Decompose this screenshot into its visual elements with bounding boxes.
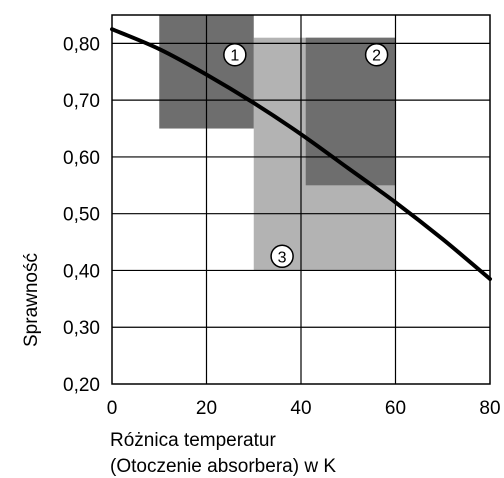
y-tick-label: 0,40 <box>63 261 100 282</box>
x-tick-label: 40 <box>290 398 311 419</box>
region-label-circle-3 <box>270 244 294 269</box>
y-axis-label: Sprawność <box>21 253 42 347</box>
y-tick-label: 0,50 <box>63 205 100 226</box>
y-tick-labels: 0,20 0,30 0,40 0,50 0,60 0,70 0,80 <box>63 34 100 396</box>
x-axis-label-line-2: (Otoczenie absorbera) w K <box>110 456 336 477</box>
x-tick-labels: 0 20 40 60 80 <box>107 398 501 419</box>
series-layer <box>110 27 492 281</box>
region-labels-layer: 3 1 2 <box>223 42 389 269</box>
region-label-text-3: 3 <box>278 249 287 266</box>
y-tick-label: 0,80 <box>63 34 100 55</box>
region-label-3: 3 <box>270 244 294 269</box>
y-tick-label: 0,70 <box>63 91 100 112</box>
regions-layer <box>159 15 396 271</box>
plot-border <box>111 14 491 385</box>
region-label-1: 1 <box>223 42 247 67</box>
x-tick-label: 60 <box>385 398 406 419</box>
region-label-circle-2 <box>364 42 389 67</box>
x-axis-label-line-1: Różnica temperatur <box>110 430 276 451</box>
y-tick-label: 0,30 <box>63 318 100 339</box>
x-tick-label: 0 <box>107 398 118 419</box>
region-label-text-2: 2 <box>372 48 381 65</box>
region-label-circle-1 <box>223 42 247 67</box>
region-label-text-1: 1 <box>230 48 239 65</box>
x-tick-label: 20 <box>196 398 217 419</box>
efficiency-curve-0 <box>110 27 492 281</box>
grid-layer <box>111 14 491 385</box>
x-tick-label: 80 <box>479 398 500 419</box>
region-label-2: 2 <box>364 42 389 67</box>
y-tick-label: 0,60 <box>63 148 100 169</box>
y-tick-label: 0,20 <box>63 375 100 396</box>
